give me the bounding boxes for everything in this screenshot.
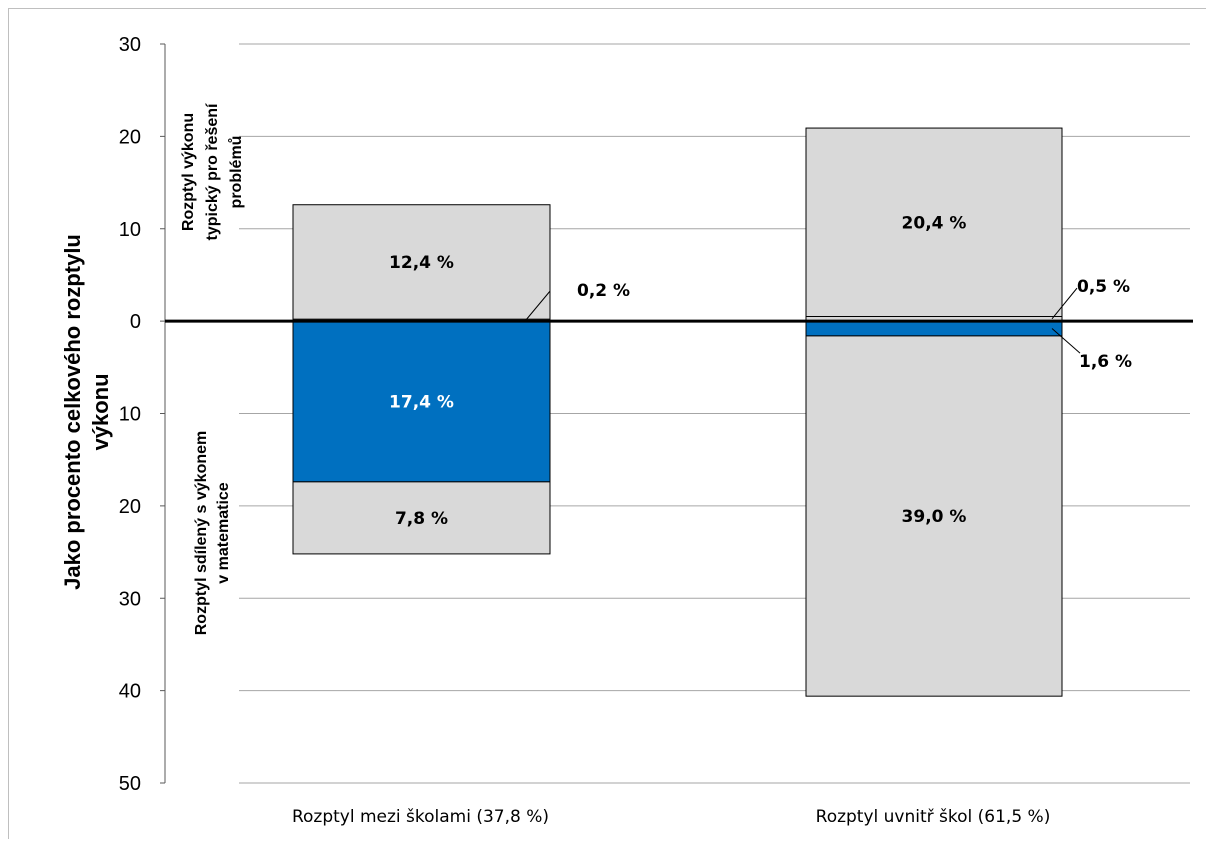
data-label: 7,8 % [395, 509, 448, 529]
annotation-line: typický pro řešení [204, 103, 221, 241]
y-axis-label-line: Jako procento celkového rozptylu [60, 234, 85, 590]
annotation-lower: Rozptyl sdílený s výkonem v matematice [193, 431, 232, 636]
y-tick-label: 50 [119, 773, 141, 795]
callout-leader [1051, 328, 1081, 354]
data-labels: 12,4 % 17,4 % 7,8 % 20,4 % 39,0 % 0,2 % 0,5 % 1… [389, 213, 1132, 529]
bar-segment [805, 127, 1063, 318]
y-tick-label: 40 [119, 681, 141, 703]
data-label: 0,2 % [577, 281, 630, 301]
data-label: 39,0 % [902, 507, 967, 527]
data-label: 1,6 % [1079, 352, 1132, 372]
category-labels: Rozptyl mezi školami (37,8 %) Rozptyl uvn… [292, 807, 1050, 827]
callout-leader [1051, 287, 1078, 320]
data-label: 0,5 % [1077, 277, 1130, 297]
bars [292, 127, 1063, 697]
category-label: Rozptyl uvnitř škol (61,5 %) [816, 807, 1051, 827]
callout-leader [524, 290, 551, 322]
y-tick-label: 30 [119, 34, 141, 56]
y-tick-label: 10 [119, 219, 141, 241]
y-tick-label: 10 [119, 404, 141, 426]
annotation-lower-text: Rozptyl sdílený s výkonem v matematice [193, 431, 232, 636]
data-label: 17,4 % [389, 392, 454, 412]
annotation-line: Rozptyl sdílený s výkonem [193, 431, 210, 636]
bar-segment [292, 481, 551, 555]
bar-segment [292, 320, 551, 483]
y-tick-label: 0 [130, 311, 141, 333]
annotation-upper: Rozptyl výkonu typický pro řešení problémů [180, 103, 245, 241]
y-tick-label: 30 [119, 588, 141, 610]
y-tick-labels: 30 20 10 0 10 20 30 40 50 [119, 34, 141, 795]
y-axis-label: Jako procento celkového rozptylu výkonu [60, 234, 113, 590]
category-label: Rozptyl mezi školami (37,8 %) [292, 807, 549, 827]
bar-segment [292, 204, 551, 320]
annotation-upper-text: Rozptyl výkonu typický pro řešení problémů [180, 103, 245, 241]
bar-segment [805, 320, 1063, 337]
bar-segment [805, 335, 1063, 697]
y-tick-label: 20 [119, 496, 141, 518]
data-label: 20,4 % [902, 213, 967, 233]
annotation-line: Rozptyl výkonu [180, 113, 197, 231]
y-axis-label-line: výkonu [88, 373, 113, 450]
y-tick-label: 20 [119, 126, 141, 148]
annotation-line: problémů [228, 136, 245, 209]
annotation-line: v matematice [215, 482, 232, 583]
data-label: 12,4 % [389, 253, 454, 273]
